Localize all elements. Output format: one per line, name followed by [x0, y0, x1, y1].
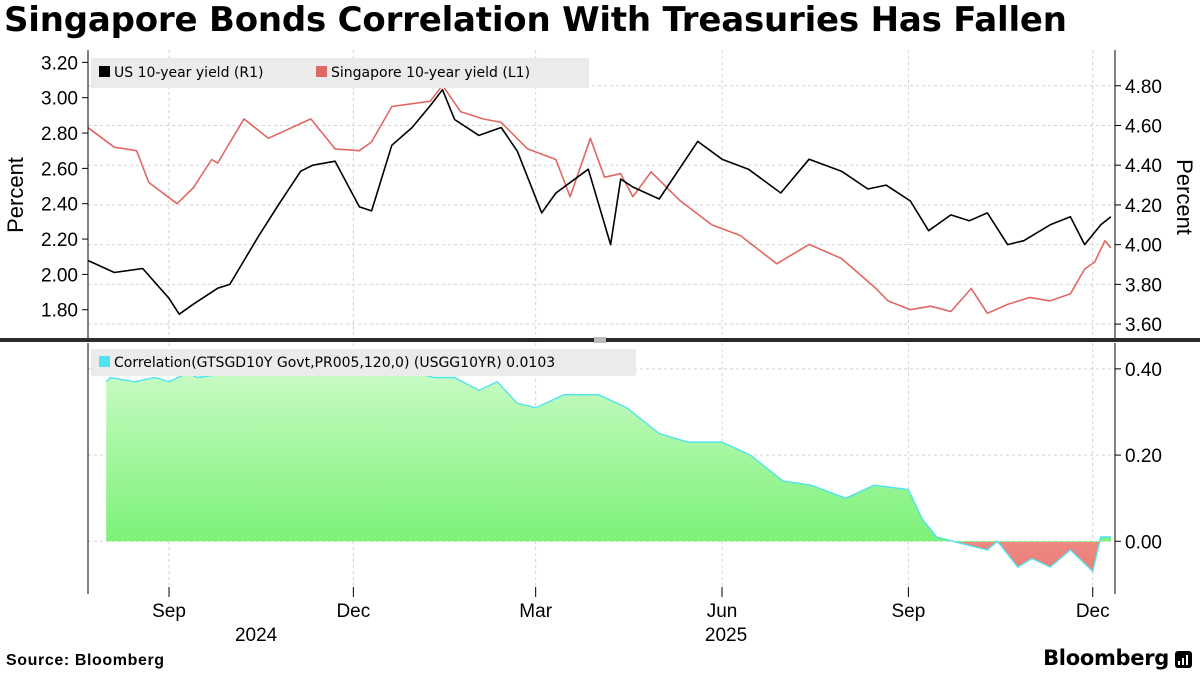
correlation-legend-swatch: [99, 356, 110, 367]
us-legend-label: US 10-year yield (R1): [114, 65, 263, 81]
correlation-tick-label: 0.20: [1125, 446, 1162, 467]
divider-grip: [594, 337, 606, 343]
yield-panel: 1.80 2.00 2.20 2.40 2.60 2.80 3.00 3.20 3.60 3.8…: [3, 50, 1197, 338]
right-tick-label: 4.60: [1125, 116, 1162, 137]
us-legend-swatch: [99, 66, 110, 77]
chart-canvas: 1.80 2.00 2.20 2.40 2.60 2.80 3.00 3.20 3.60 3.8…: [0, 50, 1200, 645]
correlation-axis-ticks: 0.00 0.20 0.40: [1115, 360, 1162, 553]
left-tick-label: 3.00: [41, 89, 78, 110]
source-note: Source: Bloomberg: [6, 652, 165, 669]
correlation-panel: 0.00 0.20 0.40 Correlation(GTSGD10Y Govt,P…: [88, 343, 1162, 593]
bloomberg-logo: Bloomberg: [1043, 646, 1192, 670]
x-tick-label: Dec: [336, 601, 370, 622]
x-tick-label: Sep: [891, 601, 925, 622]
right-tick-label: 4.40: [1125, 156, 1162, 177]
right-tick-label: 3.60: [1125, 315, 1162, 336]
x-year-label: 2024: [235, 625, 278, 645]
correlation-legend-label: Correlation(GTSGD10Y Govt,PR005,120,0) (…: [114, 355, 555, 371]
yield-legend: US 10-year yield (R1) Singapore 10-year …: [91, 58, 589, 88]
sg-legend-swatch: [316, 66, 327, 77]
yield-gridlines: [88, 50, 1115, 338]
left-axis-label: Percent: [3, 157, 28, 233]
correlation-positive-area: [106, 368, 1111, 542]
right-tick-label: 4.80: [1125, 77, 1162, 98]
x-tick-label: Dec: [1076, 601, 1110, 622]
x-axis: Sep Dec Mar Jun Sep Dec 2024 2025: [152, 587, 1110, 645]
bloomberg-terminal-icon: [1175, 650, 1192, 668]
x-tick-label: Jun: [707, 601, 738, 622]
right-tick-label: 4.20: [1125, 196, 1162, 217]
correlation-tick-label: 0.00: [1125, 532, 1162, 553]
x-tick-label: Sep: [152, 601, 186, 622]
us-yield-line: [88, 88, 1112, 315]
x-year-label: 2025: [705, 625, 747, 645]
left-tick-label: 2.40: [41, 195, 78, 216]
correlation-tick-label: 0.40: [1125, 360, 1162, 381]
right-tick-label: 4.00: [1125, 236, 1162, 257]
left-tick-label: 2.00: [41, 265, 78, 286]
yield-series: [88, 84, 1112, 315]
chart-title: Singapore Bonds Correlation With Treasur…: [4, 0, 1067, 40]
sg-legend-label: Singapore 10-year yield (L1): [331, 65, 530, 81]
left-tick-label: 2.20: [41, 230, 78, 251]
right-tick-label: 3.80: [1125, 275, 1162, 296]
right-axis-ticks: 3.60 3.80 4.00 4.20 4.40 4.60 4.80: [1115, 77, 1162, 336]
right-axis-label: Percent: [1172, 159, 1197, 235]
left-tick-label: 2.60: [41, 159, 78, 180]
left-tick-label: 3.20: [41, 53, 78, 74]
x-tick-label: Mar: [519, 601, 552, 622]
left-axis-ticks: 1.80 2.00 2.20 2.40 2.60 2.80 3.00 3.20: [41, 53, 88, 322]
left-tick-label: 2.80: [41, 124, 78, 145]
left-tick-label: 1.80: [41, 301, 78, 322]
correlation-legend: Correlation(GTSGD10Y Govt,PR005,120,0) (…: [91, 349, 636, 376]
correlation-negative-area: [955, 542, 1100, 572]
singapore-yield-line: [88, 84, 1112, 315]
brand-name: Bloomberg: [1043, 646, 1169, 670]
